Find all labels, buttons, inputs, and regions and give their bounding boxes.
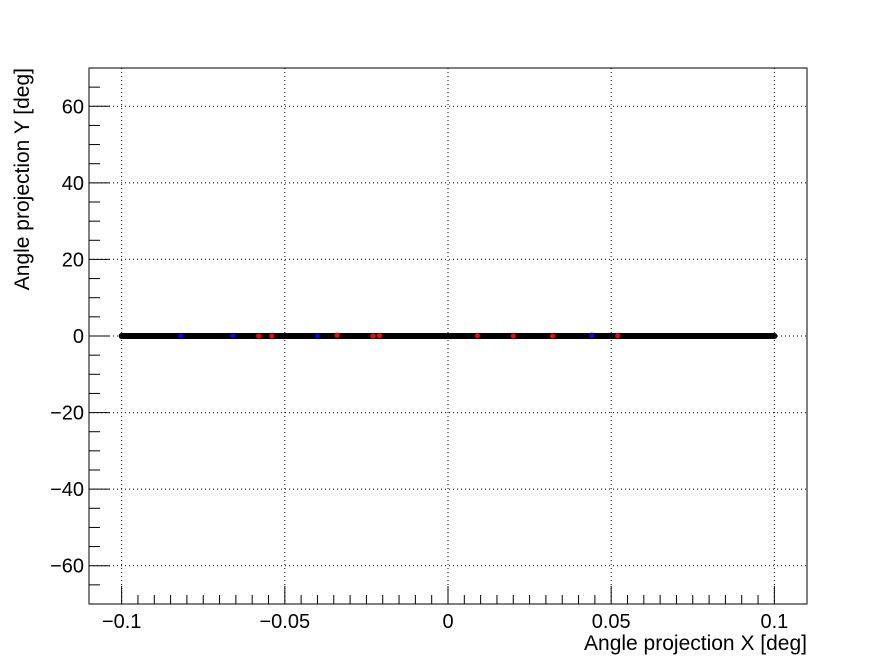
data-point bbox=[376, 333, 383, 339]
data-point bbox=[474, 333, 480, 339]
x-axis-label: Angle projection X [deg] bbox=[584, 632, 807, 655]
data-point bbox=[589, 332, 595, 338]
data-point bbox=[334, 332, 340, 338]
data-point bbox=[230, 333, 236, 339]
y-tick-label: 60 bbox=[62, 96, 84, 118]
y-tick-label: 0 bbox=[73, 326, 84, 348]
y-tick-label: −60 bbox=[50, 556, 84, 578]
x-tick-label: 0 bbox=[442, 611, 453, 633]
y-tick-label: 20 bbox=[62, 249, 84, 271]
tick-labels: −0.1 −0.05 0 0.05 0.1 60 40 20 0 −20 −40 −60 bbox=[50, 96, 788, 633]
y-tick-label: −40 bbox=[50, 479, 84, 501]
data-point bbox=[549, 333, 556, 339]
x-tick-label: 0.1 bbox=[760, 611, 788, 633]
data-point bbox=[615, 333, 621, 339]
data-point bbox=[314, 333, 321, 339]
y-tick-label: 40 bbox=[62, 173, 84, 195]
data-point bbox=[370, 333, 376, 339]
x-tick-label: −0.1 bbox=[102, 611, 141, 633]
x-tick-label: 0.05 bbox=[592, 611, 631, 633]
y-tick-label: −20 bbox=[50, 403, 84, 425]
data-point bbox=[177, 333, 183, 339]
data-points bbox=[118, 332, 778, 339]
x-tick-label: −0.05 bbox=[260, 611, 311, 633]
y-axis-label: Angle projection Y [deg] bbox=[11, 68, 34, 290]
axis-ticks bbox=[89, 67, 775, 605]
data-point bbox=[269, 333, 275, 339]
data-point bbox=[256, 333, 262, 339]
data-point bbox=[510, 333, 516, 339]
